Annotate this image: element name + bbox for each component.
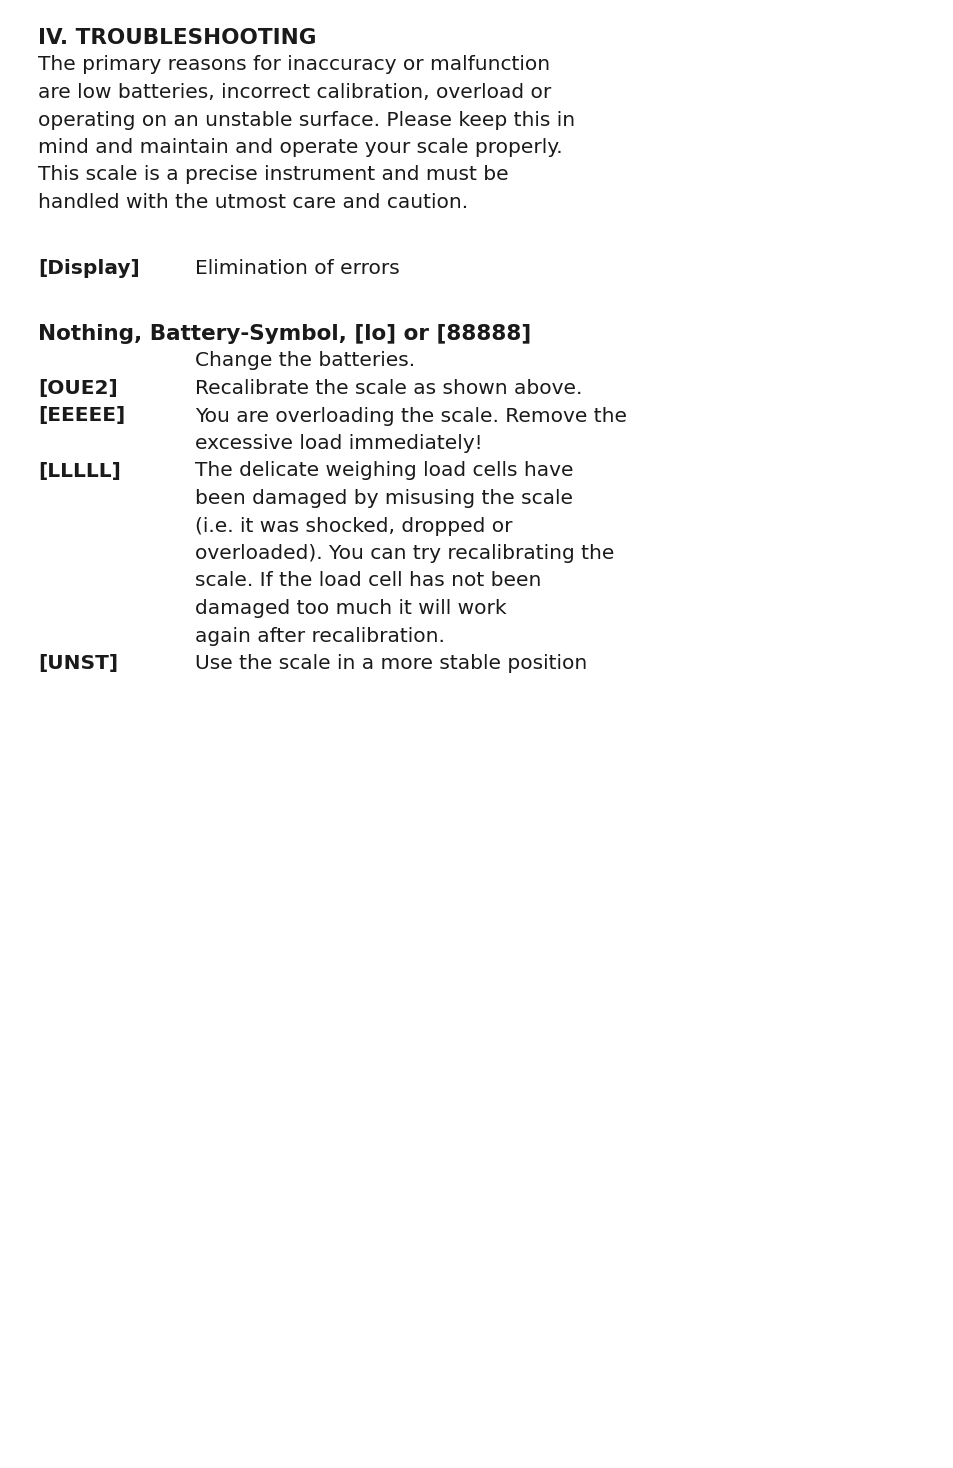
Text: (i.e. it was shocked, dropped or: (i.e. it was shocked, dropped or	[194, 517, 512, 536]
Text: damaged too much it will work: damaged too much it will work	[194, 599, 506, 618]
Text: been damaged by misusing the scale: been damaged by misusing the scale	[194, 489, 573, 508]
Text: handled with the utmost care and caution.: handled with the utmost care and caution…	[38, 192, 468, 211]
Text: This scale is a precise instrument and must be: This scale is a precise instrument and m…	[38, 166, 508, 185]
Text: Elimination of errors: Elimination of errors	[194, 258, 399, 277]
Text: [Display]: [Display]	[38, 258, 139, 277]
Text: mind and maintain and operate your scale properly.: mind and maintain and operate your scale…	[38, 138, 562, 157]
Text: [EEEEE]: [EEEEE]	[38, 407, 125, 426]
Text: operating on an unstable surface. Please keep this in: operating on an unstable surface. Please…	[38, 110, 575, 129]
Text: [OUE2]: [OUE2]	[38, 379, 117, 398]
Text: You are overloading the scale. Remove the: You are overloading the scale. Remove th…	[194, 407, 626, 426]
Text: Use the scale in a more stable position: Use the scale in a more stable position	[194, 655, 587, 672]
Text: The delicate weighing load cells have: The delicate weighing load cells have	[194, 461, 573, 480]
Text: again after recalibration.: again after recalibration.	[194, 627, 444, 646]
Text: [LLLLL]: [LLLLL]	[38, 461, 121, 480]
Text: scale. If the load cell has not been: scale. If the load cell has not been	[194, 571, 540, 590]
Text: excessive load immediately!: excessive load immediately!	[194, 435, 482, 454]
Text: Nothing, Battery-Symbol, [lo] or [88888]: Nothing, Battery-Symbol, [lo] or [88888]	[38, 324, 531, 344]
Text: [UNST]: [UNST]	[38, 655, 118, 672]
Text: are low batteries, incorrect calibration, overload or: are low batteries, incorrect calibration…	[38, 84, 551, 101]
Text: Recalibrate the scale as shown above.: Recalibrate the scale as shown above.	[194, 379, 581, 398]
Text: Change the batteries.: Change the batteries.	[194, 351, 415, 370]
Text: overloaded). You can try recalibrating the: overloaded). You can try recalibrating t…	[194, 545, 614, 564]
Text: The primary reasons for inaccuracy or malfunction: The primary reasons for inaccuracy or ma…	[38, 56, 550, 75]
Text: IV. TROUBLESHOOTING: IV. TROUBLESHOOTING	[38, 28, 316, 48]
